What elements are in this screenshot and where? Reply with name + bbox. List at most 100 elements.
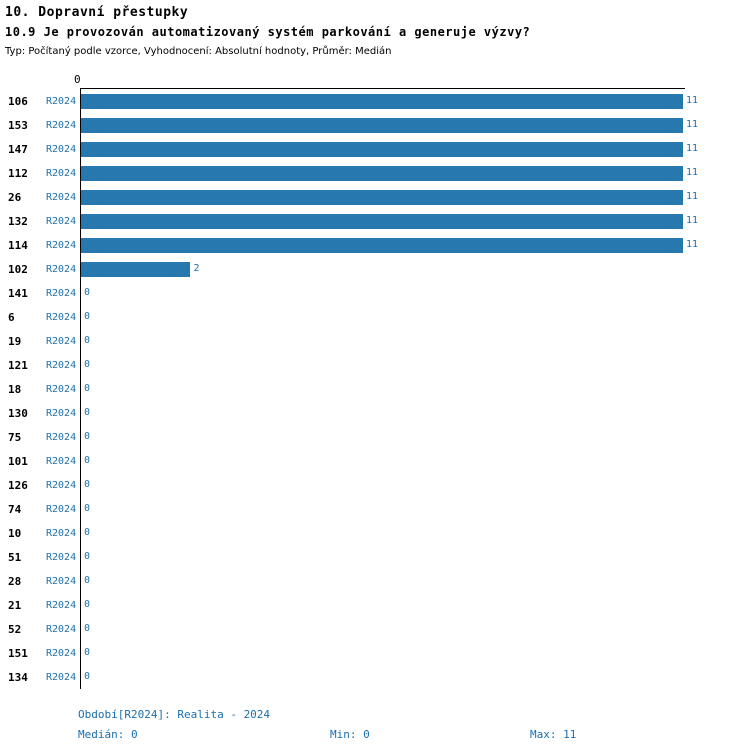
row-category-label: 19	[8, 334, 22, 348]
row-bar-area: 0	[81, 305, 750, 329]
chart-row: 132 R2024 11	[0, 209, 750, 233]
row-category-label: 106	[8, 94, 28, 108]
footer-min: Min: 0	[330, 728, 370, 741]
row-category-label: 75	[8, 430, 22, 444]
report-title: 10. Dopravní přestupky	[5, 5, 189, 20]
chart-row: 134 R2024 0	[0, 665, 750, 689]
bar-value-label: 11	[686, 95, 699, 106]
chart-row: 147 R2024 11	[0, 137, 750, 161]
chart-rows: 106 R2024 11 153 R2024 11 147 R2024 11 112 R2024 11…	[0, 89, 750, 689]
bar-value-label: 0	[84, 671, 91, 682]
footer-max: Max: 11	[530, 728, 577, 741]
row-period-label: R2024	[46, 215, 77, 227]
chart-row: 51 R2024 0	[0, 545, 750, 569]
row-period-label: R2024	[46, 119, 77, 131]
bar	[81, 237, 683, 253]
row-bar-area: 0	[81, 353, 750, 377]
row-period-label: R2024	[46, 407, 77, 419]
chart-row: 126 R2024 0	[0, 473, 750, 497]
row-bar-area: 0	[81, 665, 750, 689]
row-category-label: 121	[8, 358, 28, 372]
row-period-label: R2024	[46, 95, 77, 107]
chart-row: 52 R2024 0	[0, 617, 750, 641]
bar	[81, 189, 683, 205]
footer-median: Medián: 0	[78, 728, 138, 741]
bar-value-label: 0	[84, 287, 91, 298]
bar-value-label: 0	[84, 575, 91, 586]
bar-value-label: 11	[686, 119, 699, 130]
row-period-label: R2024	[46, 455, 77, 467]
row-bar-area: 2	[81, 257, 750, 281]
chart-row: 141 R2024 0	[0, 281, 750, 305]
row-category-label: 26	[8, 190, 22, 204]
row-period-label: R2024	[46, 263, 77, 275]
row-bar-area: 0	[81, 473, 750, 497]
chart-row: 151 R2024 0	[0, 641, 750, 665]
chart-row: 26 R2024 11	[0, 185, 750, 209]
chart-row: 106 R2024 11	[0, 89, 750, 113]
row-period-label: R2024	[46, 359, 77, 371]
row-category-label: 132	[8, 214, 28, 228]
row-category-label: 6	[8, 310, 15, 324]
chart-row: 10 R2024 0	[0, 521, 750, 545]
chart-row: 153 R2024 11	[0, 113, 750, 137]
chart-row: 28 R2024 0	[0, 569, 750, 593]
bar-value-label: 0	[84, 551, 91, 562]
bar-value-label: 0	[84, 647, 91, 658]
bar-value-label: 0	[84, 623, 91, 634]
chart-row: 114 R2024 11	[0, 233, 750, 257]
row-period-label: R2024	[46, 191, 77, 203]
row-period-label: R2024	[46, 551, 77, 563]
chart-row: 102 R2024 2	[0, 257, 750, 281]
chart-meta-line: Typ: Počítaný podle vzorce, Vyhodnocení:…	[5, 46, 392, 57]
bar	[81, 213, 683, 229]
chart-row: 130 R2024 0	[0, 401, 750, 425]
chart-row: 19 R2024 0	[0, 329, 750, 353]
bar-value-label: 0	[84, 311, 91, 322]
chart-row: 6 R2024 0	[0, 305, 750, 329]
footer-stats: Medián: 0 Min: 0 Max: 11	[78, 728, 576, 741]
row-period-label: R2024	[46, 575, 77, 587]
row-bar-area: 11	[81, 137, 750, 161]
row-bar-area: 0	[81, 329, 750, 353]
row-period-label: R2024	[46, 287, 77, 299]
row-period-label: R2024	[46, 383, 77, 395]
question-title: 10.9 Je provozován automatizovaný systém…	[5, 25, 531, 39]
footer-period-label: Období[R2024]: Realita - 2024	[78, 708, 271, 721]
row-period-label: R2024	[46, 503, 77, 515]
row-bar-area: 11	[81, 209, 750, 233]
bar-value-label: 11	[686, 191, 699, 202]
chart-top-axis-line	[80, 88, 685, 89]
row-bar-area: 0	[81, 377, 750, 401]
row-bar-area: 11	[81, 233, 750, 257]
bar-value-label: 11	[686, 167, 699, 178]
row-category-label: 114	[8, 238, 28, 252]
row-category-label: 10	[8, 526, 22, 540]
row-period-label: R2024	[46, 599, 77, 611]
row-period-label: R2024	[46, 527, 77, 539]
bar	[81, 261, 191, 277]
row-period-label: R2024	[46, 167, 77, 179]
bar	[81, 117, 683, 133]
row-bar-area: 0	[81, 593, 750, 617]
row-bar-area: 0	[81, 449, 750, 473]
row-bar-area: 0	[81, 425, 750, 449]
row-category-label: 18	[8, 382, 22, 396]
row-period-label: R2024	[46, 335, 77, 347]
chart-row: 121 R2024 0	[0, 353, 750, 377]
bar-value-label: 11	[686, 239, 699, 250]
bar-value-label: 0	[84, 455, 91, 466]
row-bar-area: 11	[81, 113, 750, 137]
row-period-label: R2024	[46, 647, 77, 659]
row-period-label: R2024	[46, 311, 77, 323]
row-period-label: R2024	[46, 623, 77, 635]
chart-row: 74 R2024 0	[0, 497, 750, 521]
row-bar-area: 0	[81, 641, 750, 665]
bar-value-label: 0	[84, 503, 91, 514]
row-bar-area: 0	[81, 521, 750, 545]
row-bar-area: 11	[81, 185, 750, 209]
bar-value-label: 2	[193, 263, 200, 274]
row-category-label: 102	[8, 262, 28, 276]
bar-value-label: 0	[84, 335, 91, 346]
bar-chart: 0 106 R2024 11 153 R2024 11 147 R2024 11 112 R2024…	[0, 73, 750, 690]
